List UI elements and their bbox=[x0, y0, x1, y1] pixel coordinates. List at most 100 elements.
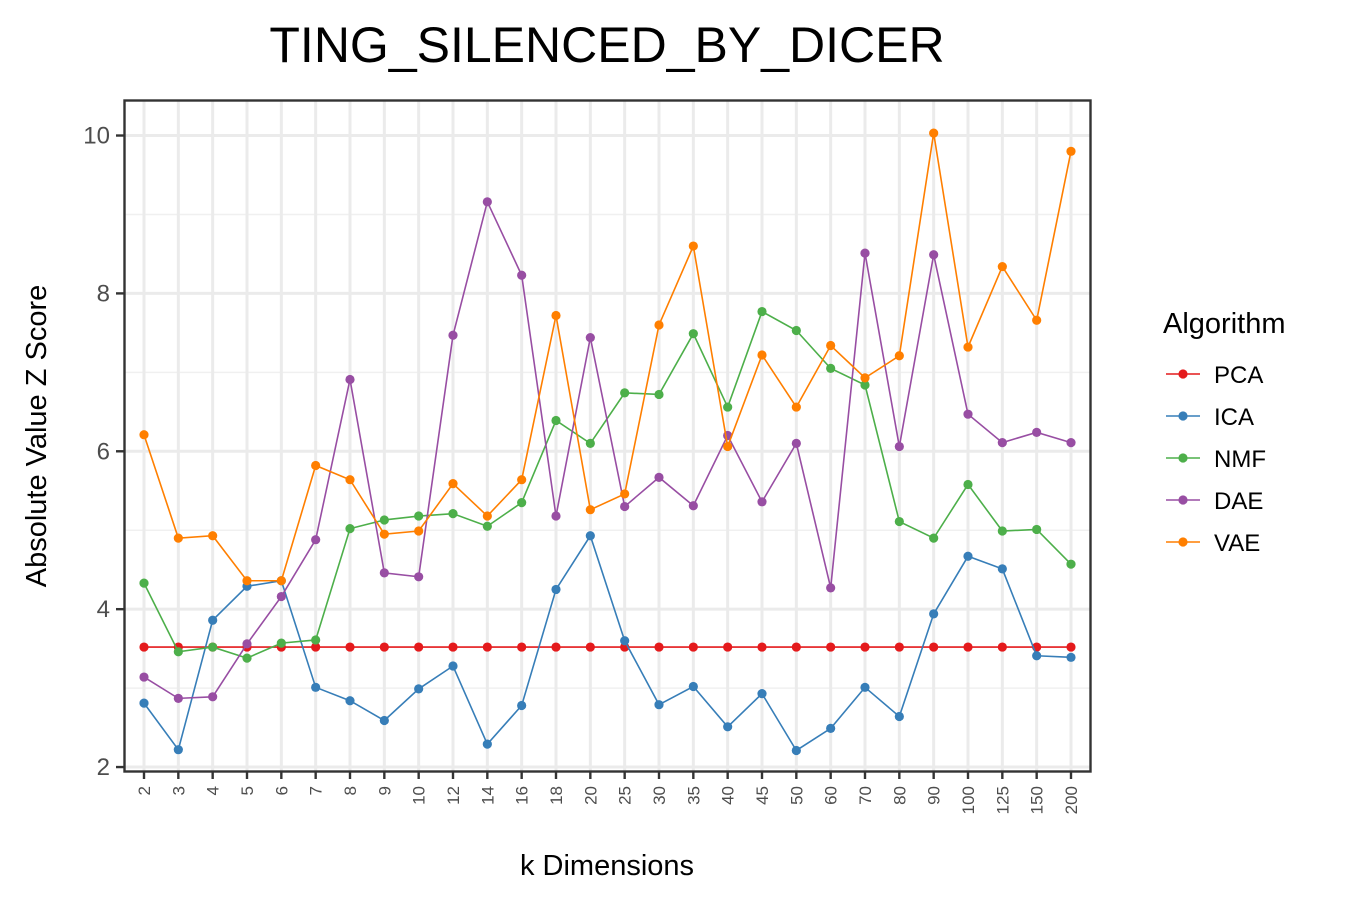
data-point bbox=[688, 642, 698, 652]
series-line bbox=[143, 310, 1072, 659]
data-point bbox=[482, 739, 492, 749]
data-point bbox=[414, 642, 424, 652]
data-point bbox=[448, 509, 458, 519]
data-point bbox=[757, 497, 767, 507]
x-tick-label: 2 bbox=[135, 786, 154, 795]
data-point bbox=[826, 340, 836, 351]
x-tick-label: 16 bbox=[513, 786, 532, 805]
data-point bbox=[448, 642, 458, 652]
legend-key-point bbox=[1178, 537, 1188, 547]
data-point bbox=[345, 475, 355, 485]
data-point bbox=[1066, 652, 1076, 662]
data-point bbox=[139, 642, 149, 652]
data-point bbox=[345, 696, 355, 706]
x-tick-label: 35 bbox=[684, 786, 703, 805]
x-tick-label: 150 bbox=[1028, 786, 1047, 814]
legend-title: Algorithm bbox=[1163, 308, 1286, 340]
data-point bbox=[688, 501, 698, 511]
data-point bbox=[517, 700, 527, 711]
data-point bbox=[688, 329, 698, 339]
data-point bbox=[551, 642, 561, 652]
x-tick-label: 3 bbox=[169, 786, 188, 795]
x-tick-label: 18 bbox=[547, 786, 566, 805]
data-point bbox=[997, 526, 1007, 536]
x-tick-label: 14 bbox=[478, 786, 497, 805]
data-point bbox=[997, 564, 1007, 574]
data-point bbox=[585, 438, 595, 448]
data-point bbox=[963, 342, 973, 352]
data-point bbox=[311, 460, 321, 471]
x-tick-label: 60 bbox=[822, 786, 841, 805]
data-point bbox=[1066, 438, 1076, 448]
data-point bbox=[757, 350, 767, 360]
series-ica bbox=[139, 531, 1076, 756]
data-point bbox=[620, 388, 630, 398]
legend-label: DAE bbox=[1214, 488, 1263, 515]
data-point bbox=[860, 642, 870, 652]
data-point bbox=[208, 531, 218, 541]
data-point bbox=[997, 642, 1007, 652]
data-point bbox=[929, 642, 939, 652]
legend-key-point bbox=[1178, 453, 1188, 463]
legend-key-point bbox=[1178, 369, 1188, 379]
data-point bbox=[1032, 524, 1042, 535]
x-tick-label: 70 bbox=[856, 786, 875, 805]
data-point bbox=[242, 653, 252, 663]
data-point bbox=[654, 642, 664, 652]
data-point bbox=[551, 511, 561, 521]
data-point bbox=[997, 438, 1007, 448]
data-point bbox=[242, 576, 252, 586]
data-point bbox=[894, 516, 904, 527]
legend-key-point bbox=[1178, 495, 1188, 505]
data-point bbox=[345, 524, 355, 534]
data-point bbox=[585, 531, 595, 541]
x-tick-label: 100 bbox=[959, 786, 978, 814]
data-point bbox=[929, 533, 939, 543]
data-point bbox=[688, 241, 698, 251]
data-point bbox=[791, 745, 801, 756]
data-point bbox=[757, 306, 767, 317]
data-point bbox=[482, 197, 492, 207]
data-point bbox=[482, 642, 492, 652]
data-point bbox=[894, 441, 904, 452]
x-axis-title: k Dimensions bbox=[520, 850, 694, 882]
legend: Algorithm PCA ICA NMF DAE VAE bbox=[1163, 308, 1286, 557]
data-point bbox=[311, 535, 321, 545]
data-point bbox=[173, 745, 183, 755]
legend-item-pca: PCA bbox=[1166, 362, 1263, 389]
data-point bbox=[1032, 651, 1042, 661]
data-point bbox=[448, 479, 458, 489]
data-point bbox=[963, 409, 973, 419]
x-tick-label: 12 bbox=[444, 786, 463, 805]
data-point bbox=[757, 689, 767, 699]
data-point bbox=[379, 568, 389, 578]
x-tick-label: 30 bbox=[650, 786, 669, 805]
y-tick-label: 6 bbox=[97, 438, 110, 465]
data-point bbox=[311, 682, 321, 692]
data-point bbox=[1066, 642, 1076, 652]
data-point bbox=[894, 351, 904, 361]
series-line bbox=[143, 133, 1072, 582]
data-point bbox=[791, 642, 801, 652]
data-point bbox=[585, 642, 595, 652]
data-point bbox=[311, 642, 321, 652]
data-point bbox=[1032, 315, 1042, 325]
data-point bbox=[551, 310, 561, 321]
x-tick-label: 9 bbox=[375, 786, 394, 795]
x-tick-label: 10 bbox=[410, 786, 429, 805]
data-point bbox=[482, 511, 492, 521]
data-point bbox=[654, 320, 664, 330]
data-point bbox=[311, 635, 321, 645]
data-point bbox=[654, 389, 664, 400]
data-point bbox=[414, 511, 424, 521]
data-point bbox=[620, 636, 630, 646]
data-point bbox=[139, 430, 149, 440]
data-point bbox=[654, 700, 664, 710]
data-point bbox=[688, 681, 698, 692]
data-point bbox=[654, 472, 664, 482]
data-point bbox=[414, 572, 424, 582]
series-line bbox=[143, 199, 1072, 700]
data-point bbox=[1066, 559, 1076, 569]
data-point bbox=[276, 638, 286, 648]
